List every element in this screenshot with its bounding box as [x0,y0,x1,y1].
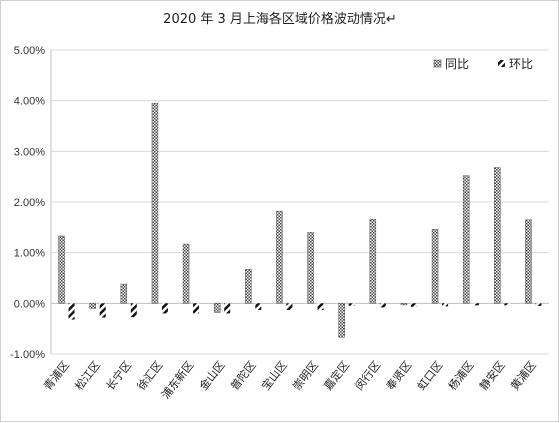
gridlines [50,49,549,355]
x-category-label: 长宁区 [103,358,134,393]
y-tick-label: 1.00% [14,248,45,260]
bar-yoy [182,243,190,304]
bar-yoy [338,303,345,338]
x-category-label: 嘉定区 [321,358,352,393]
x-category-label: 闵行区 [352,358,383,393]
bar-mom [99,303,106,318]
bar-mom [193,303,200,314]
x-category-label: 杨浦区 [445,358,476,393]
x-category-label: 奉贤区 [383,358,414,393]
bar-yoy [307,232,314,304]
legend-swatch-yoy [433,59,442,68]
legend-label-yoy: 同比 [445,57,469,71]
x-category-label: 崇明区 [290,359,321,393]
x-category-label: 普陀区 [227,358,258,393]
bar-yoy [494,167,501,304]
bar-mom [379,303,386,308]
y-tick-label: 0.00% [14,298,45,310]
bar-yoy [462,175,470,304]
legend: 同比 环比 [433,57,533,71]
bar-yoy [151,102,159,304]
x-category-label: 宝山区 [258,358,289,393]
bar-yoy [525,219,532,304]
bar-yoy [400,303,408,306]
bar-yoy [245,269,252,304]
bar-mom [224,303,231,314]
x-category-label: 虹口区 [415,359,446,393]
y-tick-label: 5.00% [14,45,45,57]
y-tick-label: 3.00% [14,146,45,158]
y-axis-ticks: 5.00% 4.00% 3.00% 2.00% 1.00% 0.00% -1.00% [10,45,45,361]
bar-yoy [369,218,377,304]
x-category-label: 青浦区 [41,359,72,393]
bar-yoy [431,229,439,304]
bars [58,102,542,338]
bar-yoy [89,303,96,309]
bar-mom [504,303,511,306]
y-tick-label: -1.00% [10,349,45,361]
bar-mom [317,303,324,310]
x-category-label: 徐汇区 [134,358,165,393]
x-category-label: 静安区 [476,358,507,393]
bar-mom [410,303,417,307]
x-category-label: 浦东新区 [158,358,196,401]
bar-yoy [213,303,221,313]
bar-mom [286,303,293,310]
bar-mom [255,303,262,310]
bar-yoy [120,283,128,304]
bar-yoy [58,235,65,304]
bar-mom [535,303,542,306]
x-category-label: 松江区 [72,358,103,393]
legend-swatch-mom [498,60,505,67]
y-tick-label: 2.00% [14,197,45,209]
legend-label-mom: 环比 [509,57,533,71]
x-category-label: 黄浦区 [507,358,538,393]
bar-yoy [276,210,283,304]
bar-mom [348,303,355,306]
x-category-label: 金山区 [196,358,227,393]
bar-mom [68,303,75,320]
bar-mom [442,303,449,307]
y-tick-label: 4.00% [14,96,45,108]
bar-mom [130,303,137,318]
chart-title: 2020 年 3 月上海各区域价格波动情况↵ [163,11,397,27]
bar-mom [161,303,168,314]
bar-mom [473,303,480,306]
